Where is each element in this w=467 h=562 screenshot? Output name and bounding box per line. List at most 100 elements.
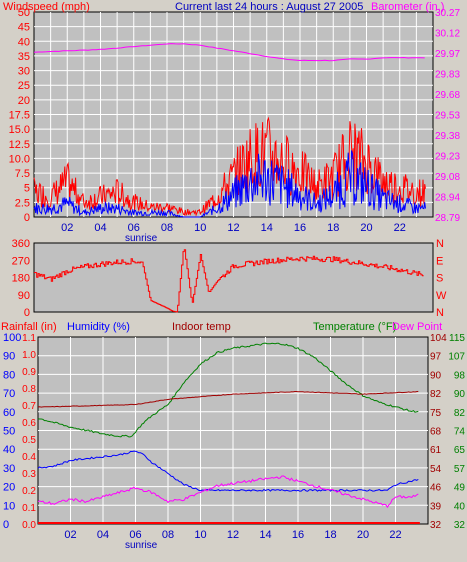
temperature-axis-title: Temperature (°F) [313, 321, 397, 333]
hour-label-top: 20 [360, 222, 372, 234]
humidity-axis-title: Humidity (%) [67, 321, 130, 333]
hour-label-bottom: 22 [389, 529, 401, 541]
humidity-tick-label: 80 [3, 369, 15, 381]
hour-label-top: 08 [161, 222, 173, 234]
wind-tick-label: 30 [18, 66, 30, 78]
indoor-tick-label: 75 [430, 408, 442, 419]
compass-label: S [436, 273, 443, 285]
temperature-tick-label: 32 [454, 520, 466, 531]
direction-plot-area [33, 242, 434, 313]
wind-tick-label: 40 [18, 36, 30, 48]
direction-tick-label: 360 [12, 238, 30, 250]
wind-tick-label: 5 [24, 183, 30, 195]
barometer-axis-title: Barometer (in.) [371, 1, 445, 13]
temperature-tick-label: 82 [454, 408, 466, 419]
compass-label: W [436, 290, 447, 302]
barometer-tick-label: 29.83 [435, 70, 460, 81]
hour-label-bottom: 08 [162, 529, 174, 541]
temperature-tick-label: 40 [454, 501, 466, 512]
wind-gust-line [33, 116, 426, 217]
indoor-tick-label: 32 [430, 520, 442, 531]
hour-label-top: 22 [394, 222, 406, 234]
sunrise-label-top: sunrise [125, 233, 158, 244]
hour-label-bottom: 10 [194, 529, 206, 541]
barometer-tick-label: 28.94 [435, 193, 460, 204]
dew-point-line [37, 475, 419, 509]
barometer-tick-label: 29.23 [435, 152, 460, 163]
compass-label: N [436, 307, 444, 319]
wind-tick-label: 45 [18, 22, 30, 34]
humidity-tick-label: 20 [3, 482, 15, 494]
sunrise-label-bottom: sunrise [125, 540, 158, 551]
rainfall-tick-label: 0.2 [22, 486, 36, 497]
wind-tick-label: 7.5 [15, 168, 30, 180]
direction-tick-label: 180 [12, 273, 30, 285]
barometer-tick-label: 29.08 [435, 172, 460, 183]
wind-direction-line [34, 249, 424, 313]
indoor-temp-title: Indoor temp [172, 321, 231, 333]
temperature-tick-label: 57 [454, 464, 466, 475]
indoor-tick-label: 90 [430, 370, 442, 381]
temperature-tick-label: 107 [448, 352, 465, 363]
indoor-tick-label: 61 [430, 445, 442, 456]
hour-label-top: 02 [61, 222, 73, 234]
wind-speed-line [33, 150, 426, 218]
humidity-line [37, 450, 419, 492]
windspeed-axis-title: Windspeed (mph) [3, 1, 90, 13]
indoor-temp-line [37, 390, 419, 408]
rainfall-tick-label: 0.1 [22, 503, 36, 514]
rainfall-tick-label: 0.4 [22, 452, 36, 463]
humidity-tick-label: 10 [3, 500, 15, 512]
compass-label: E [436, 255, 443, 267]
indoor-tick-label: 54 [430, 464, 442, 475]
wind-tick-label: 50 [18, 7, 30, 19]
indoor-tick-label: 68 [430, 427, 442, 438]
hour-label-top: 06 [128, 222, 140, 234]
indoor-tick-label: 104 [430, 333, 447, 344]
rainfall-tick-label: 1.0 [22, 350, 36, 361]
indoor-tick-label: 46 [430, 483, 442, 494]
temperature-tick-label: 74 [454, 427, 466, 438]
wind-tick-label: 15.0 [9, 124, 30, 136]
indoor-tick-label: 97 [430, 352, 442, 363]
barometer-tick-label: 30.27 [435, 8, 460, 19]
temperature-tick-label: 98 [454, 370, 466, 381]
rainfall-tick-label: 1.1 [22, 333, 36, 344]
chart-title: Current last 24 hours : August 27 2005 [175, 1, 364, 13]
humidity-tick-label: 0 [3, 519, 9, 531]
hour-label-bottom: 02 [64, 529, 76, 541]
temperature-tick-label: 65 [454, 445, 466, 456]
hour-label-top: 10 [194, 222, 206, 234]
humidity-tick-label: 60 [3, 407, 15, 419]
hour-label-bottom: 20 [357, 529, 369, 541]
hour-label-bottom: 04 [97, 529, 109, 541]
wind-tick-label: 35 [18, 51, 30, 63]
rainfall-tick-label: 0.9 [22, 367, 36, 378]
hour-label-bottom: 16 [292, 529, 304, 541]
temperature-tick-label: 115 [449, 333, 465, 344]
wind-tick-label: 20 [18, 95, 30, 107]
wind-tick-label: 0 [24, 212, 30, 224]
barometer-tick-label: 30.12 [435, 29, 460, 40]
humidity-tick-label: 100 [3, 332, 21, 344]
temperature-tick-label: 49 [454, 483, 466, 494]
dew-point-title: Dew Point [392, 321, 443, 333]
rainfall-tick-label: 0.3 [22, 469, 36, 480]
rainfall-tick-label: 0.7 [22, 401, 36, 412]
rainfall-axis-title: Rainfall (in) [1, 321, 57, 333]
rainfall-tick-label: 0.5 [22, 435, 36, 446]
humidity-tick-label: 70 [3, 388, 15, 400]
humidity-tick-label: 90 [3, 351, 15, 363]
humidity-tick-label: 30 [3, 463, 15, 475]
direction-tick-label: 90 [18, 290, 30, 302]
direction-tick-label: 0 [24, 307, 30, 319]
wind-tick-label: 25 [18, 80, 30, 92]
barometer-tick-label: 29.68 [435, 90, 460, 101]
temperature-tick-label: 90 [454, 389, 466, 400]
humidity-tick-label: 50 [3, 426, 15, 438]
barometer-tick-label: 29.38 [435, 131, 460, 142]
wind-tick-label: 12.5 [9, 139, 30, 151]
compass-label: N [436, 238, 444, 250]
